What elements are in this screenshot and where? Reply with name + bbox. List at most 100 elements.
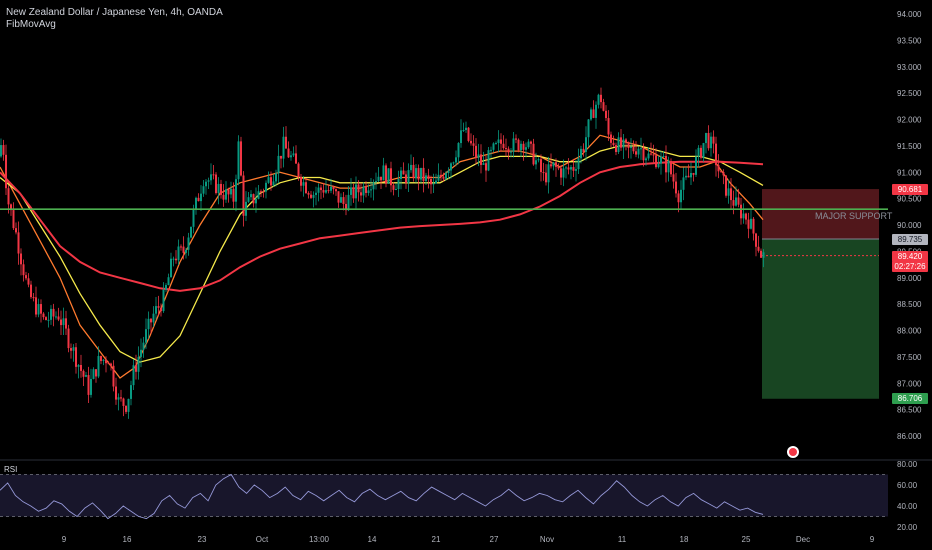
candle-body xyxy=(142,342,145,350)
candle xyxy=(620,128,622,151)
candle xyxy=(662,151,665,158)
candle-body xyxy=(667,161,670,173)
candle-body xyxy=(612,142,615,146)
candle-body xyxy=(700,147,702,158)
candle-body xyxy=(615,145,617,152)
candle-body xyxy=(187,237,190,250)
rsi-band-fill xyxy=(0,474,888,517)
candle xyxy=(650,142,652,156)
stop-loss-zone[interactable] xyxy=(762,189,879,239)
candle-body xyxy=(625,139,627,143)
candle xyxy=(225,181,227,203)
candle-body xyxy=(265,182,267,192)
candle-body xyxy=(572,167,575,171)
candle xyxy=(80,354,82,378)
candle xyxy=(552,161,555,171)
candle xyxy=(82,369,85,386)
candle-body xyxy=(250,194,252,198)
candle-body xyxy=(562,168,565,178)
candle-body xyxy=(662,156,665,158)
candle-body xyxy=(322,190,325,193)
candle-body xyxy=(277,155,280,174)
record-icon[interactable] xyxy=(787,446,799,458)
entry-price-tag: 89.735 xyxy=(892,234,928,245)
price-tick-label: 92.500 xyxy=(897,89,922,98)
candle xyxy=(390,161,392,193)
candle-body xyxy=(282,136,285,159)
candle-body xyxy=(597,94,600,105)
candle xyxy=(645,156,647,166)
candle-body xyxy=(152,313,155,323)
candle xyxy=(712,130,715,154)
candle xyxy=(562,159,565,187)
candle xyxy=(185,247,187,259)
candle-body xyxy=(732,200,735,206)
candle xyxy=(227,187,230,203)
candle-body xyxy=(150,318,152,323)
candle xyxy=(490,146,492,158)
candle xyxy=(657,155,660,169)
candle-body xyxy=(300,176,302,186)
candle-body xyxy=(165,285,167,290)
price-tick-label: 91.500 xyxy=(897,142,922,151)
candle xyxy=(560,164,562,186)
candle-body xyxy=(212,174,215,176)
price-tick-label: 86.000 xyxy=(897,432,922,441)
candle-body xyxy=(480,154,482,165)
candle xyxy=(575,160,577,182)
candle xyxy=(487,147,490,172)
candle-body xyxy=(377,176,380,182)
candle xyxy=(20,248,22,276)
candle xyxy=(462,122,465,133)
position-zones xyxy=(762,189,879,399)
candle-body xyxy=(287,148,290,158)
price-axis[interactable]: 94.000 93.500 93.000 92.500 92.000 91.500 91.0… xyxy=(897,10,922,441)
candle xyxy=(492,142,495,153)
candle xyxy=(517,138,520,153)
time-axis[interactable]: 9 16 23 Oct 13:00 14 21 27 Nov 11 18 25 Dec 9 xyxy=(62,535,875,544)
take-profit-zone[interactable] xyxy=(762,238,879,399)
candle xyxy=(527,139,530,149)
candle xyxy=(382,157,385,181)
candle-body xyxy=(235,179,237,202)
candle-body xyxy=(495,142,497,144)
candle-body xyxy=(140,349,142,357)
candle-body xyxy=(342,197,345,204)
candle-body xyxy=(507,148,510,153)
candle-body xyxy=(542,172,545,174)
candle-body xyxy=(605,110,607,119)
candle xyxy=(635,141,637,158)
candle xyxy=(327,185,330,194)
candle xyxy=(585,126,587,161)
candle-body xyxy=(632,146,635,152)
candle-body xyxy=(550,164,552,167)
candle xyxy=(447,167,450,179)
candle xyxy=(182,236,185,260)
candle-body xyxy=(680,189,682,203)
candle xyxy=(77,363,80,379)
candle-body xyxy=(375,181,377,183)
candle xyxy=(365,181,367,198)
indicator-name[interactable]: FibMovAvg xyxy=(6,19,56,30)
candle-body xyxy=(87,375,90,395)
candle xyxy=(432,173,435,193)
candle-body xyxy=(0,145,2,157)
candle-body xyxy=(360,192,362,196)
price-tick-label: 92.000 xyxy=(897,116,922,125)
candle xyxy=(317,183,320,202)
symbol-title[interactable]: New Zealand Dollar / Japanese Yen, 4h, O… xyxy=(6,7,223,18)
rsi-tick-label: 20.00 xyxy=(897,523,918,532)
candle-body xyxy=(682,177,685,190)
price-tick-label: 90.500 xyxy=(897,195,922,204)
time-tick-label: 11 xyxy=(618,535,627,544)
candle-body xyxy=(477,154,480,158)
candle xyxy=(105,356,107,373)
candle-body xyxy=(652,154,655,156)
candle xyxy=(152,306,155,327)
candle-body xyxy=(67,328,70,349)
candle-body xyxy=(172,258,175,260)
rsi-label[interactable]: RSI xyxy=(4,465,18,474)
candle xyxy=(137,346,140,380)
candle xyxy=(545,164,547,186)
